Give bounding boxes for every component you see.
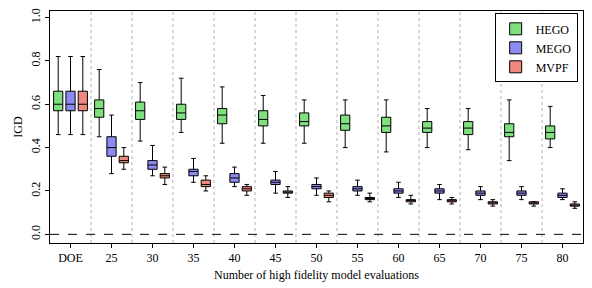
svg-text:IGD: IGD bbox=[11, 116, 25, 138]
svg-text:0.4: 0.4 bbox=[29, 138, 43, 153]
svg-text:0.6: 0.6 bbox=[29, 95, 43, 110]
svg-text:55: 55 bbox=[352, 251, 364, 265]
svg-text:40: 40 bbox=[229, 251, 241, 265]
svg-text:30: 30 bbox=[147, 251, 159, 265]
svg-text:MVPF: MVPF bbox=[536, 61, 569, 75]
svg-text:65: 65 bbox=[434, 251, 446, 265]
svg-text:DOE: DOE bbox=[58, 251, 83, 265]
svg-text:45: 45 bbox=[270, 251, 282, 265]
svg-text:HEGO: HEGO bbox=[536, 23, 570, 37]
svg-text:50: 50 bbox=[311, 251, 323, 265]
svg-text:1.0: 1.0 bbox=[29, 8, 43, 23]
svg-text:35: 35 bbox=[188, 251, 200, 265]
svg-text:70: 70 bbox=[475, 251, 487, 265]
svg-text:0.0: 0.0 bbox=[29, 225, 43, 240]
svg-text:60: 60 bbox=[393, 251, 405, 265]
svg-text:25: 25 bbox=[106, 251, 118, 265]
svg-text:75: 75 bbox=[516, 251, 528, 265]
svg-text:Number of high fidelity model: Number of high fidelity model evaluation… bbox=[214, 268, 419, 282]
svg-text:0.8: 0.8 bbox=[29, 52, 43, 67]
svg-text:MEGO: MEGO bbox=[536, 42, 572, 56]
svg-text:80: 80 bbox=[557, 251, 569, 265]
svg-text:0.2: 0.2 bbox=[29, 182, 43, 197]
